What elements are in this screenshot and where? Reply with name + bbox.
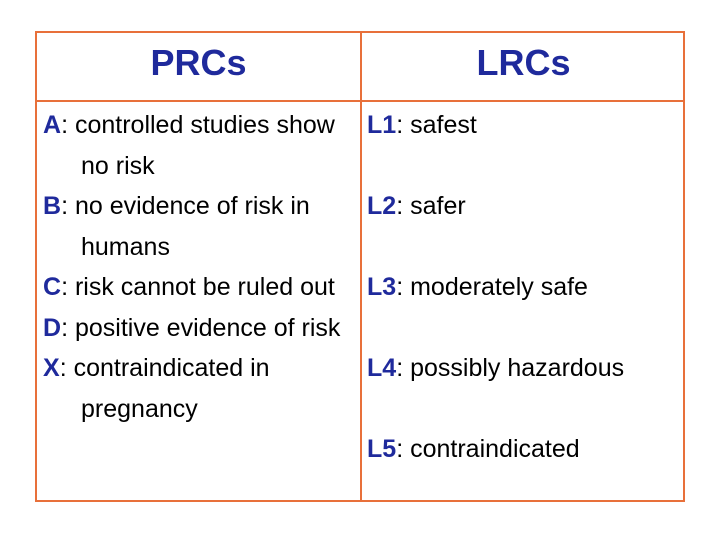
lrc-entry-l1: L1: safest [367, 111, 477, 139]
lrc-code: L4 [367, 354, 397, 382]
lrc-entry-l5: L5: contraindicated [367, 435, 580, 463]
column-divider [360, 33, 362, 500]
prc-code: D [43, 313, 62, 342]
prc-description: contraindicated in pregnancy [73, 354, 270, 423]
lrcs-column: L1: safest L2: safer L3: moderately safe… [367, 105, 679, 510]
lrc-code: L3 [367, 273, 397, 301]
header-divider [37, 100, 683, 102]
prc-entry-x: X: contraindicated in pregnancy [43, 354, 270, 423]
lrc-description: safer [410, 192, 466, 220]
header-prcs: PRCs [150, 42, 247, 83]
lrc-description: safest [410, 111, 477, 139]
header-lrcs: LRCs [476, 42, 571, 83]
prc-entry-c: C: risk cannot be ruled out [43, 273, 335, 301]
lrc-entry-l2: L2: safer [367, 192, 466, 220]
lrc-code: L1 [367, 111, 397, 139]
prc-description: controlled studies show no risk [74, 111, 335, 180]
prc-code: C [43, 273, 62, 301]
lrc-entry-l3: L3: moderately safe [367, 273, 588, 301]
prc-description: risk cannot be ruled out [74, 273, 335, 301]
prcs-column: A: controlled studies show no risk B: no… [43, 105, 355, 429]
prc-entry-b: B: no evidence of risk in humans [43, 192, 310, 261]
lrc-description: possibly hazardous [410, 354, 625, 382]
prc-code: A [43, 111, 62, 139]
prc-code: X [43, 354, 60, 382]
prc-description: positive evidence of risk [74, 313, 341, 342]
risk-category-table: PRCs LRCs A: controlled studies show no … [35, 31, 685, 502]
prc-code: B [43, 192, 62, 220]
lrc-entry-l4: L4: possibly hazardous [367, 354, 625, 382]
lrc-code: L5 [367, 435, 397, 463]
lrc-description: contraindicated [410, 435, 580, 463]
prc-entry-d: D: positive evidence of risk [43, 313, 341, 342]
lrc-description: moderately safe [410, 273, 588, 301]
prc-description: no evidence of risk in humans [74, 192, 310, 261]
prc-entry-a: A: controlled studies show no risk [43, 111, 335, 180]
lrc-code: L2 [367, 192, 397, 220]
